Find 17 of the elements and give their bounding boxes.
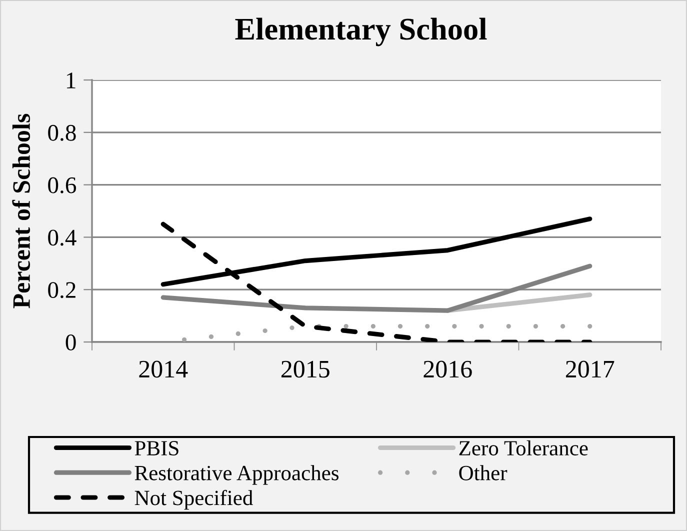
legend-label: PBIS xyxy=(134,441,178,456)
legend-label: Not Specified xyxy=(134,490,253,510)
y-tick-label: 0.8 xyxy=(48,124,76,141)
y-tick-label: 0.6 xyxy=(48,177,76,194)
y-axis-title: Percent of Schools xyxy=(12,114,30,308)
legend-label: Restorative Approaches xyxy=(134,465,339,485)
legend-label: Zero Tolerance xyxy=(459,440,588,456)
legend-label: Other xyxy=(459,465,508,480)
y-tick-label: 0.4 xyxy=(48,230,76,246)
x-tick-label: 2016 xyxy=(424,360,472,378)
x-tick-label: 2014 xyxy=(139,360,188,378)
x-tick-label: 2017 xyxy=(566,360,614,378)
y-tick-label: 0.2 xyxy=(48,282,76,298)
x-tick-label: 2015 xyxy=(281,360,330,378)
y-tick-label: 1 xyxy=(66,72,76,88)
chart-title: Elementary School xyxy=(235,18,487,46)
y-tick-label: 0 xyxy=(66,334,76,350)
